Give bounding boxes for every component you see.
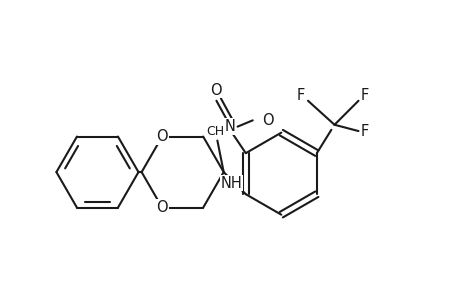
Text: O: O	[156, 200, 168, 215]
Text: O: O	[209, 82, 221, 98]
Text: O: O	[262, 113, 273, 128]
Text: F: F	[296, 88, 304, 103]
Text: F: F	[360, 124, 368, 139]
Text: O: O	[156, 129, 168, 144]
Text: CH₃: CH₃	[205, 124, 229, 138]
Text: N: N	[224, 119, 235, 134]
Text: F: F	[360, 88, 368, 103]
Text: NH: NH	[220, 176, 242, 190]
